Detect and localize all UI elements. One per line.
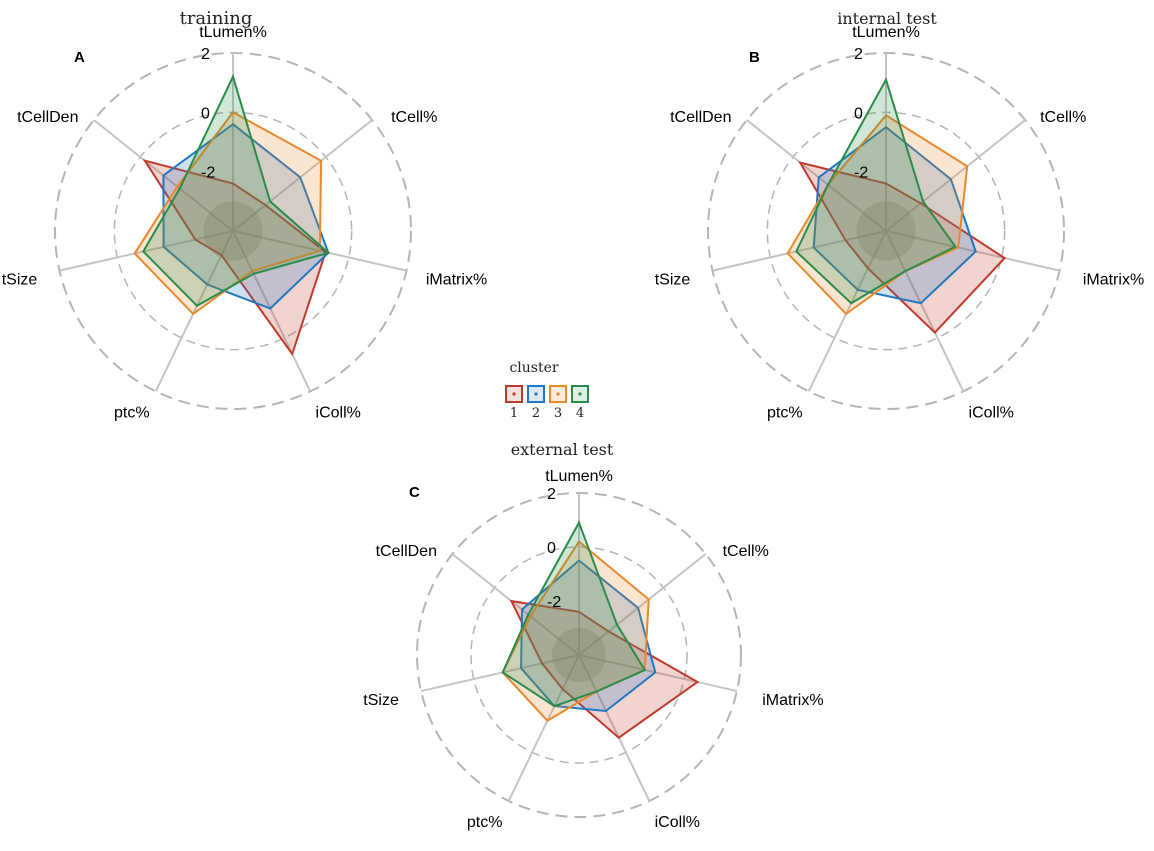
spoke-icoll-pct (578, 654, 651, 802)
spoke-ptc-pct (154, 230, 234, 392)
axis-label-imatrix-pct: iMatrix% (426, 272, 487, 289)
legend-label-3: 3 (554, 406, 562, 421)
grid-circle-inner (470, 546, 688, 764)
axis-label-tsize: tSize (363, 692, 399, 709)
series-2-polygon (812, 125, 977, 305)
spoke-icoll-pct (885, 230, 965, 392)
spoke-tcellden (746, 119, 887, 232)
axis-label-tlumen-pct: tLumen% (199, 24, 267, 41)
axis-label-ptc-pct: ptc% (114, 404, 150, 421)
tick-label: 2 (547, 486, 556, 503)
chart-title: internal test (837, 9, 937, 28)
axis-label-tcellden: tCellDen (670, 109, 731, 126)
chart-title: training (180, 8, 253, 29)
axis-label-tcellden: tCellDen (17, 109, 78, 126)
spoke-imatrix-pct (578, 654, 738, 693)
axis-label-tcellden: tCellDen (376, 543, 437, 560)
spoke-tsize (712, 230, 887, 272)
spoke-tsize (420, 654, 580, 693)
axis-label-ptc-pct: ptc% (767, 404, 803, 421)
legend-swatch-dot (534, 392, 538, 396)
series-1-polygon (509, 599, 700, 739)
spoke-tcell-pct (885, 119, 1026, 232)
spoke-tcell-pct (232, 119, 373, 232)
axis-label-icoll-pct: iColl% (969, 404, 1014, 421)
tick-label: -2 (854, 165, 868, 182)
legend-swatch-dot (556, 392, 560, 396)
legend-label-2: 2 (532, 406, 540, 421)
axis-label-tsize: tSize (655, 272, 691, 289)
series-3-polygon (501, 540, 650, 722)
tick-label: 0 (547, 540, 556, 557)
series-3-polygon (786, 113, 969, 316)
axis-label-icoll-pct: iColl% (316, 404, 361, 421)
series-4-polygon (142, 73, 331, 308)
axis-label-tsize: tSize (2, 272, 38, 289)
tick-label: -2 (201, 165, 215, 182)
radar-panel-c: C external test tLumen% tCell% iMatrix% iCo… (363, 440, 823, 831)
chart-title: external test (511, 440, 614, 459)
legend-label-1: 1 (510, 406, 518, 421)
series-1-polygon (798, 161, 1007, 335)
series-4-polygon (501, 520, 647, 708)
axis-label-ptc-pct: ptc% (467, 814, 503, 831)
spoke-tcell-pct (578, 553, 707, 656)
spoke-ptc-pct (507, 654, 580, 802)
axis-label-icoll-pct: iColl% (655, 814, 700, 831)
legend-title: cluster (509, 360, 558, 376)
series-2-polygon (162, 122, 330, 310)
spoke-imatrix-pct (885, 230, 1060, 272)
tick-label: 0 (854, 105, 863, 122)
series-1-polygon (142, 159, 327, 357)
tick-label: 2 (201, 46, 210, 63)
series-4-polygon (795, 77, 957, 305)
axis-label-tcell-pct: tCell% (1040, 109, 1086, 126)
legend-label-4: 4 (576, 406, 584, 421)
tick-label: 2 (854, 46, 863, 63)
spoke-tsize (59, 230, 234, 272)
series-3-polygon (133, 111, 323, 316)
axis-label-imatrix-pct: iMatrix% (762, 692, 823, 709)
axis-label-tcell-pct: tCell% (723, 543, 769, 560)
tick-label: 0 (201, 105, 210, 122)
legend-swatch-dot (512, 392, 516, 396)
legend-swatch-dot (578, 392, 582, 396)
radar-panel-a: A training tLumen% tCell% iMatrix% iColl% pt… (2, 8, 487, 421)
panel-letter: A (74, 49, 85, 66)
axis-label-tlumen-pct: tLumen% (545, 468, 613, 485)
center-disk (856, 201, 916, 261)
series-2-polygon (520, 559, 657, 713)
spoke-icoll-pct (232, 230, 312, 392)
center-disk (552, 628, 606, 682)
axis-label-imatrix-pct: iMatrix% (1083, 272, 1144, 289)
center-disk (203, 201, 263, 261)
panel-letter: C (409, 484, 420, 501)
radar-panel-b: B internal test tLumen% tCell% iMatrix% iCo… (655, 9, 1144, 421)
axis-label-tlumen-pct: tLumen% (852, 24, 920, 41)
tick-label: -2 (547, 594, 561, 611)
spoke-ptc-pct (807, 230, 887, 392)
panel-letter: B (749, 49, 760, 66)
spoke-tcellden (451, 553, 580, 656)
axis-label-tcell-pct: tCell% (391, 109, 437, 126)
